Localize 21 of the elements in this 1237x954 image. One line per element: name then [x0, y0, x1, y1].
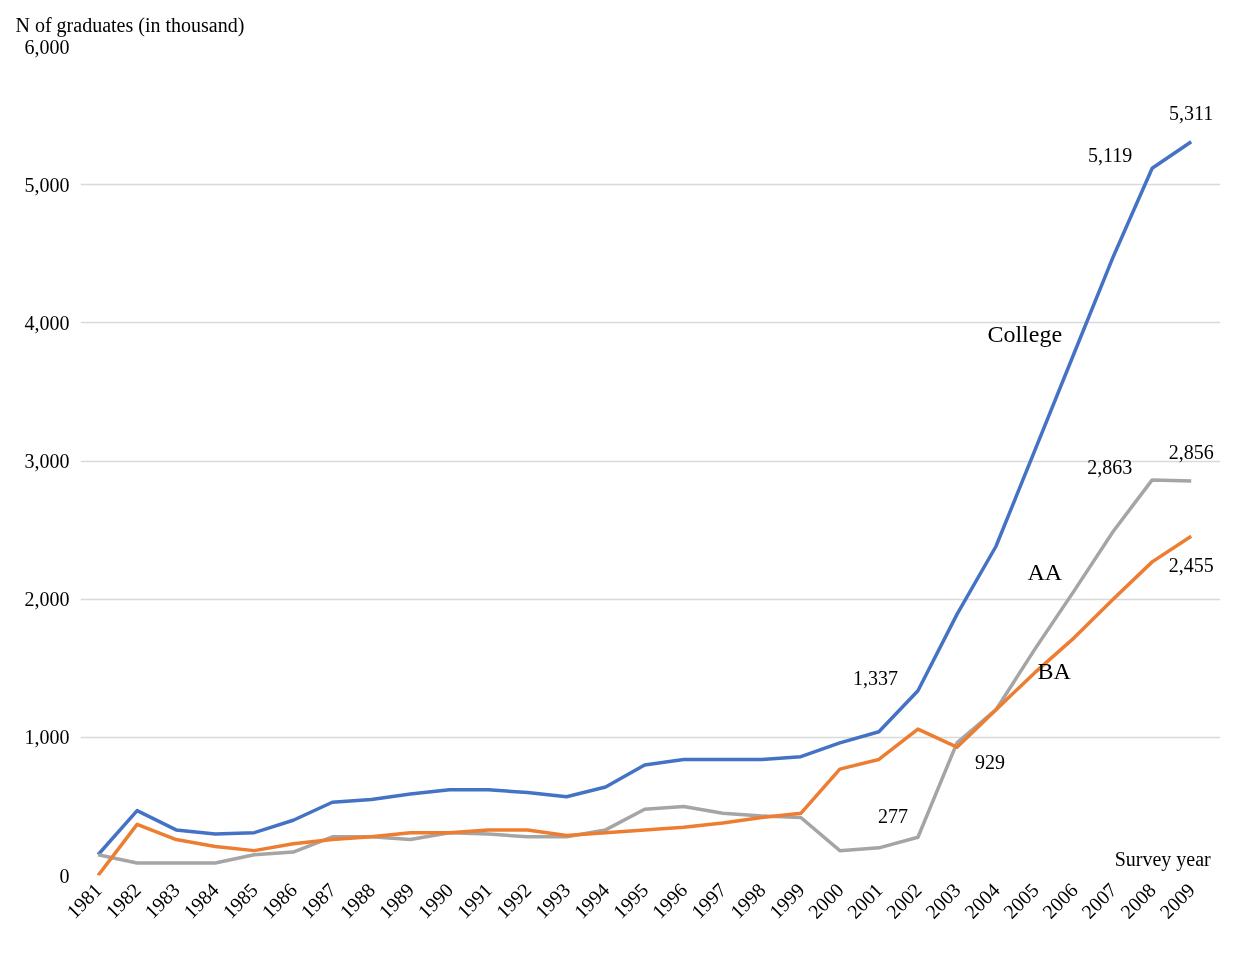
data-label: 2,863: [1087, 455, 1133, 478]
data-label: 1,337: [852, 666, 898, 689]
y-tick-label: 0: [59, 864, 70, 887]
y-tick-label: 5,000: [24, 173, 70, 196]
series-label: College: [987, 321, 1063, 348]
y-tick-label: 2,000: [24, 588, 70, 611]
data-label: 5,311: [1169, 101, 1214, 124]
data-label: 2,455: [1168, 554, 1214, 577]
y-axis-title: N of graduates (in thousand): [15, 13, 245, 37]
x-tick-label: 2001: [842, 878, 887, 923]
data-label: 5,119: [1087, 144, 1133, 167]
x-tick-label: 1991: [452, 878, 497, 923]
data-label: 929: [974, 751, 1005, 774]
series-label: AA: [1027, 558, 1063, 585]
y-tick-label: 3,000: [24, 450, 70, 472]
data-label: 2,856: [1168, 440, 1214, 463]
x-axis-title: Survey year: [1114, 847, 1212, 871]
data-label: 277: [877, 805, 908, 828]
series-label: BA: [1037, 657, 1072, 684]
y-tick-label: 1,000: [24, 726, 70, 749]
y-tick-label: 4,000: [24, 311, 70, 334]
